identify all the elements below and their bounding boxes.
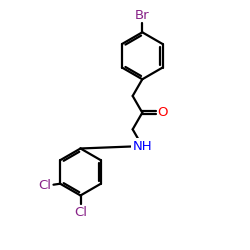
Text: Cl: Cl (38, 179, 51, 192)
Text: NH: NH (132, 140, 152, 152)
Text: Cl: Cl (74, 206, 87, 219)
Text: O: O (157, 106, 168, 119)
Text: Br: Br (135, 9, 150, 22)
